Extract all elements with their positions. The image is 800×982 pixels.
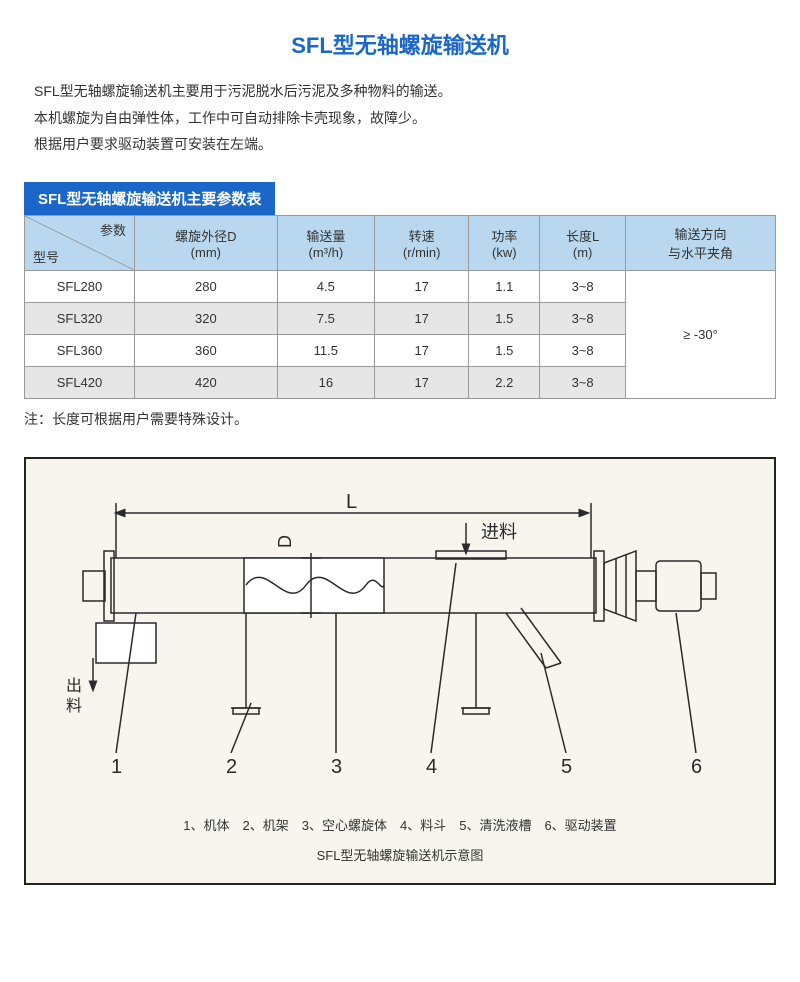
table-cell: SFL320 — [25, 302, 135, 334]
col-power: 功率(kw) — [469, 215, 540, 270]
table-cell: 7.5 — [277, 302, 374, 334]
schematic-diagram: L 进料 — [36, 473, 766, 803]
table-cell: 3~8 — [540, 270, 626, 302]
table-cell: 1.5 — [469, 334, 540, 366]
table-cell: 360 — [135, 334, 278, 366]
table-cell: 17 — [375, 302, 469, 334]
desc-line: SFL型无轴螺旋输送机主要用于污泥脱水后污泥及多种物料的输送。 — [34, 78, 766, 105]
table-cell: SFL280 — [25, 270, 135, 302]
svg-text:2: 2 — [226, 756, 237, 778]
table-cell: 11.5 — [277, 334, 374, 366]
svg-text:5: 5 — [561, 756, 572, 778]
desc-line: 根据用户要求驱动装置可安装在左端。 — [34, 131, 766, 158]
svg-text:1: 1 — [111, 756, 122, 778]
table-note: 注：长度可根据用户需要特殊设计。 — [24, 409, 776, 429]
svg-text:D: D — [275, 535, 295, 548]
table-cell: 1.1 — [469, 270, 540, 302]
table-cell-merged: ≥ -30° — [625, 270, 775, 398]
table-cell: 16 — [277, 366, 374, 398]
col-speed: 转速(r/min) — [375, 215, 469, 270]
table-cell: SFL360 — [25, 334, 135, 366]
table-cell: 280 — [135, 270, 278, 302]
svg-text:4: 4 — [426, 756, 437, 778]
page-title: SFL型无轴螺旋输送机 — [24, 28, 776, 60]
diagram-container: L 进料 — [24, 457, 776, 885]
svg-text:L: L — [346, 491, 357, 513]
table-cell: 17 — [375, 334, 469, 366]
svg-text:进料: 进料 — [481, 522, 517, 542]
table-cell: 3~8 — [540, 366, 626, 398]
table-cell: 420 — [135, 366, 278, 398]
table-cell: 2.2 — [469, 366, 540, 398]
col-diameter: 螺旋外径D(mm) — [135, 215, 278, 270]
table-cell: 3~8 — [540, 302, 626, 334]
description-block: SFL型无轴螺旋输送机主要用于污泥脱水后污泥及多种物料的输送。 本机螺旋为自由弹… — [34, 78, 766, 158]
desc-line: 本机螺旋为自由弹性体，工作中可自动排除卡壳现象，故障少。 — [34, 105, 766, 132]
col-capacity: 输送量(m³/h) — [277, 215, 374, 270]
svg-text:3: 3 — [331, 756, 342, 778]
svg-text:6: 6 — [691, 756, 702, 778]
table-cell: 4.5 — [277, 270, 374, 302]
col-model-param: 参数 型号 — [25, 215, 135, 270]
table-cell: 320 — [135, 302, 278, 334]
table-cell: SFL420 — [25, 366, 135, 398]
table-cell: 17 — [375, 366, 469, 398]
diagram-legend: 1、机体 2、机架 3、空心螺旋体 4、料斗 5、清洗液槽 6、驱动装置 — [36, 813, 764, 839]
table-cell: 1.5 — [469, 302, 540, 334]
svg-text:料: 料 — [66, 697, 82, 715]
table-title: SFL型无轴螺旋输送机主要参数表 — [24, 182, 275, 215]
spec-table: 参数 型号 螺旋外径D(mm) 输送量(m³/h) 转速(r/min) 功率(k… — [24, 215, 776, 399]
table-row: SFL2802804.5171.13~8≥ -30° — [25, 270, 776, 302]
col-length: 长度L(m) — [540, 215, 626, 270]
svg-text:出: 出 — [66, 677, 82, 695]
diagram-caption: SFL型无轴螺旋输送机示意图 — [36, 843, 764, 869]
table-cell: 3~8 — [540, 334, 626, 366]
table-cell: 17 — [375, 270, 469, 302]
col-angle: 输送方向与水平夹角 — [625, 215, 775, 270]
